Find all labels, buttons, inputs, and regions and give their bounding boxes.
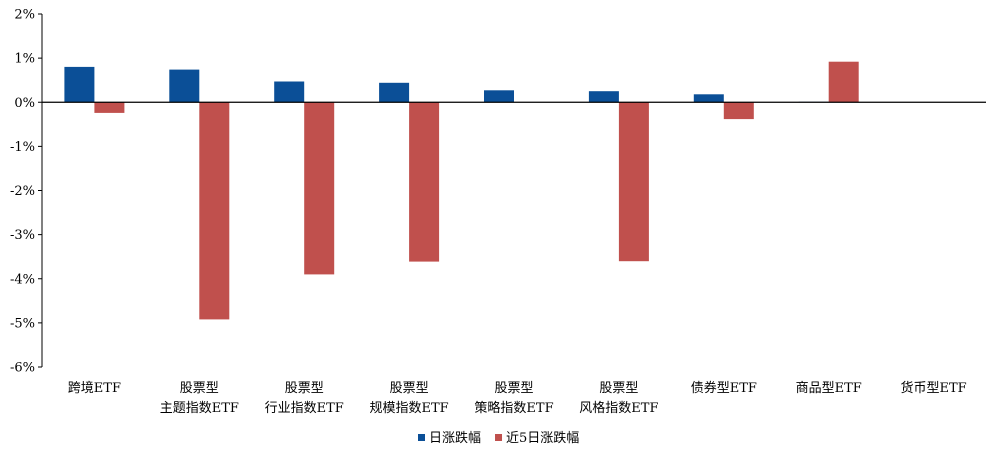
category-label-3-0: 股票型 — [390, 381, 429, 396]
category-label-6-0: 债券型ETF — [691, 380, 757, 396]
category-label-5-1: 风格指数ETF — [579, 400, 658, 416]
category-label-2-1: 行业指数ETF — [265, 401, 344, 416]
bar-five-day-1 — [199, 102, 230, 320]
bar-daily-0 — [64, 66, 95, 103]
category-label-0-0: 跨境ETF — [68, 381, 121, 396]
y-tick-label-5: -3% — [10, 228, 35, 243]
category-label-4-1: 策略指数ETF — [474, 400, 553, 416]
bar-five-day-7 — [828, 61, 859, 103]
y-tick-label-3: -1% — [10, 140, 35, 155]
category-label-1-1: 主题指数ETF — [160, 401, 239, 416]
legend-swatch-1 — [495, 434, 503, 441]
y-tick-label-8: -6% — [10, 361, 35, 376]
category-label-4-0: 股票型 — [494, 381, 533, 396]
bar-five-day-3 — [409, 102, 440, 262]
y-tick-label-0: 2% — [14, 8, 35, 23]
legend-label-1: 近5日涨跌幅 — [506, 430, 579, 446]
bars-layer — [64, 61, 859, 320]
legend: 日涨跌幅 近5日涨跌幅 — [418, 430, 579, 446]
category-label-5-0: 股票型 — [599, 381, 638, 396]
bar-daily-2 — [274, 81, 305, 103]
category-label-3-1: 规模指数ETF — [370, 401, 449, 416]
category-label-7-0: 商品型ETF — [796, 381, 862, 396]
bar-five-day-0 — [94, 102, 125, 113]
legend-label-0: 日涨跌幅 — [429, 430, 481, 446]
y-tick-label-7: -5% — [10, 316, 35, 331]
bar-daily-1 — [169, 69, 200, 103]
bar-five-day-6 — [723, 102, 754, 120]
category-label-8-0: 货币型ETF — [901, 380, 967, 396]
bar-daily-4 — [484, 90, 514, 103]
legend-swatch-0 — [418, 434, 425, 441]
y-tick-labels: 2% 1% 0% -1% -2% -3% -4% -5% -6% — [10, 8, 35, 376]
y-tick-label-4: -2% — [10, 184, 35, 199]
y-tick-label-2: 0% — [14, 96, 35, 111]
category-label-2-0: 股票型 — [285, 381, 324, 396]
bar-daily-5 — [588, 91, 619, 103]
bar-daily-6 — [693, 94, 724, 103]
y-tick-label-1: 1% — [14, 52, 35, 67]
y-tick-label-6: -4% — [10, 272, 35, 287]
bar-daily-3 — [379, 82, 410, 103]
category-label-1-0: 股票型 — [180, 381, 219, 396]
bar-five-day-5 — [618, 102, 649, 262]
bar-five-day-2 — [304, 102, 335, 275]
axes-layer — [38, 13, 986, 368]
